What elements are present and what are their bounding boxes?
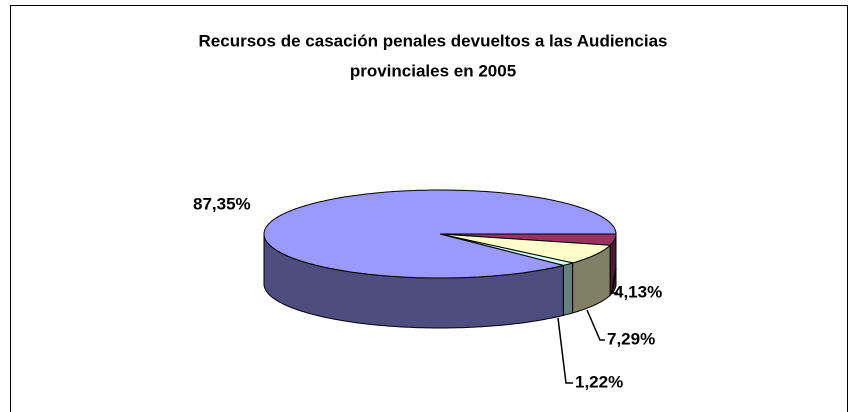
leader-line bbox=[611, 267, 618, 294]
pie-slice bbox=[263, 189, 617, 279]
chart-title: Recursos de casación penales devueltos a… bbox=[199, 31, 668, 50]
leader-line bbox=[557, 317, 573, 384]
pie-slice bbox=[439, 233, 612, 264]
data-label: 87,35% bbox=[193, 194, 251, 213]
data-label: 1,22% bbox=[575, 372, 623, 391]
data-label: 4,13% bbox=[614, 282, 662, 301]
chart-title: provinciales en 2005 bbox=[350, 61, 516, 80]
data-label: 7,29% bbox=[607, 329, 655, 348]
leader-line bbox=[586, 309, 605, 341]
pie-slice-side bbox=[562, 262, 574, 317]
